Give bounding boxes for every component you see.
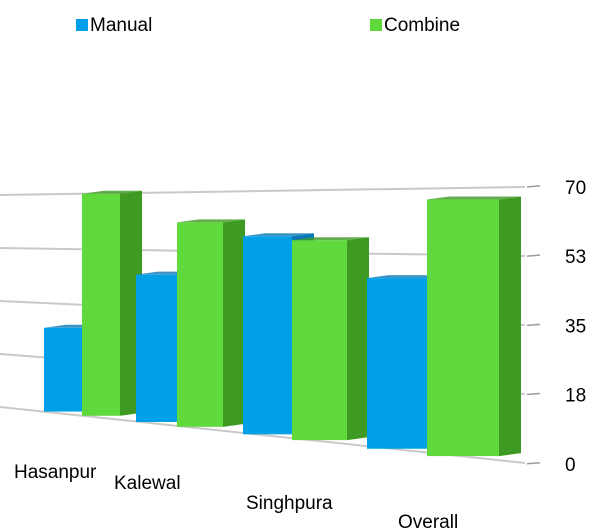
y-axis-ticks: 0 18 35 53 70 [526, 178, 586, 476]
y-tick-mark [526, 392, 541, 396]
legend-swatch [76, 19, 88, 31]
bar-combine [427, 196, 521, 457]
category-label: Overall [398, 512, 458, 531]
y-tick-label: 35 [565, 316, 586, 337]
legend: Manual Combine [76, 15, 460, 36]
bar-combine [292, 237, 369, 441]
category-label: Hasanpur [14, 462, 97, 483]
category-labels: Hasanpur Kalewal Singhpura Overall [14, 462, 458, 531]
y-tick-label: 0 [565, 455, 576, 476]
y-tick-mark [526, 185, 541, 188]
legend-swatch [370, 19, 382, 31]
bars [44, 190, 521, 457]
category-label: Singhpura [246, 493, 333, 514]
y-tick-label: 53 [565, 247, 586, 268]
y-tick-label: 70 [565, 178, 586, 199]
bar-combine [82, 190, 142, 416]
y-tick-label: 18 [565, 386, 586, 407]
legend-item-manual: Manual [76, 15, 152, 36]
y-tick-mark [526, 323, 541, 327]
y-tick-mark [526, 462, 541, 465]
legend-item-combine: Combine [370, 15, 460, 36]
category-label: Kalewal [114, 473, 181, 494]
grid-line [0, 186, 526, 196]
legend-label: Combine [384, 15, 460, 36]
legend-label: Manual [90, 15, 152, 36]
y-tick-mark [526, 254, 541, 257]
bar-combine [177, 219, 245, 427]
